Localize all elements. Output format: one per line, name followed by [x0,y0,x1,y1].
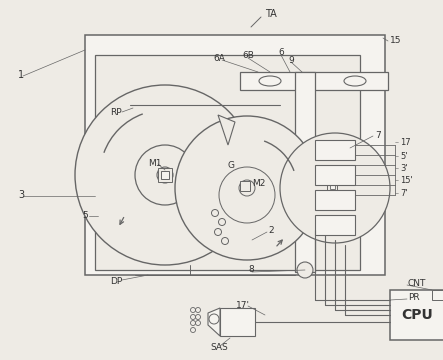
Text: 15: 15 [390,36,401,45]
Circle shape [301,77,309,85]
Text: 5': 5' [400,152,408,161]
Text: 6B: 6B [242,50,254,59]
Ellipse shape [259,76,281,86]
Text: PR: PR [408,293,420,302]
Bar [240,72,388,90]
Circle shape [297,262,313,278]
Text: 3': 3' [400,163,408,172]
Circle shape [219,167,275,223]
Bar [85,35,385,275]
Ellipse shape [344,76,366,86]
Bar [240,181,250,191]
Bar [315,215,355,235]
Circle shape [209,314,219,324]
Bar [390,290,443,340]
Bar [327,181,337,191]
Text: 5: 5 [82,211,88,220]
Text: 7': 7' [400,189,408,198]
Text: 17: 17 [400,138,411,147]
Circle shape [175,116,319,260]
Text: 15': 15' [400,176,413,185]
Bar [158,168,172,182]
Text: RP: RP [110,108,122,117]
Bar [330,184,335,189]
Bar [95,55,360,270]
Bar [315,140,355,160]
Text: 3: 3 [18,190,24,200]
Bar [432,290,443,300]
Circle shape [157,167,173,183]
Text: SAS: SAS [210,343,228,352]
Bar [315,190,355,210]
Polygon shape [218,115,235,145]
Bar [315,165,355,185]
Text: M1: M1 [148,158,162,167]
Text: 9: 9 [288,55,294,64]
Text: CNT: CNT [408,279,426,288]
Circle shape [280,133,390,243]
Bar [220,308,255,336]
Circle shape [135,145,195,205]
Text: 7: 7 [375,131,381,140]
Bar [295,72,315,272]
Text: M2: M2 [252,179,265,188]
Text: 6: 6 [278,48,284,57]
Text: 8: 8 [248,266,254,274]
Circle shape [75,85,255,265]
Circle shape [297,73,313,89]
Bar [161,171,169,179]
Text: DP: DP [110,278,122,287]
Text: 1: 1 [18,70,24,80]
Polygon shape [208,308,220,336]
Text: 2: 2 [268,225,274,234]
Text: CPU: CPU [401,308,433,322]
Circle shape [239,180,255,196]
Text: 17': 17' [236,301,250,310]
Text: TA: TA [265,9,277,19]
Text: G: G [228,161,235,170]
Text: 6A: 6A [213,54,225,63]
